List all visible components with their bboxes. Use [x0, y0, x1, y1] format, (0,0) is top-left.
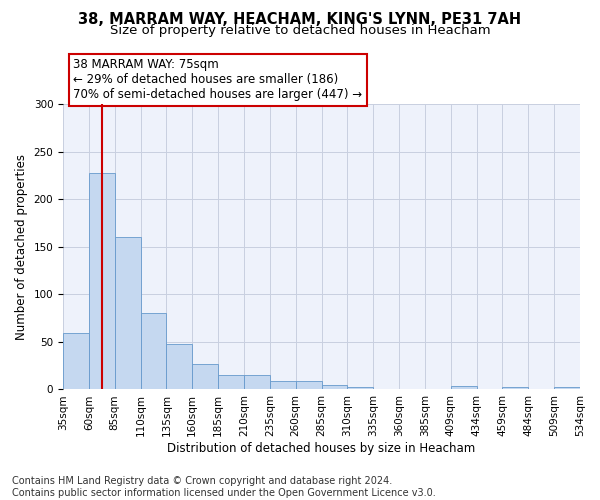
Bar — [476, 388, 502, 390]
Bar — [554, 386, 580, 390]
Bar — [399, 388, 425, 390]
Text: Size of property relative to detached houses in Heacham: Size of property relative to detached ho… — [110, 24, 490, 37]
Text: Contains HM Land Registry data © Crown copyright and database right 2024.
Contai: Contains HM Land Registry data © Crown c… — [12, 476, 436, 498]
X-axis label: Distribution of detached houses by size in Heacham: Distribution of detached houses by size … — [167, 442, 476, 455]
Bar — [451, 386, 476, 390]
Bar — [140, 314, 166, 390]
Bar — [502, 386, 529, 390]
Bar — [270, 381, 296, 390]
Y-axis label: Number of detached properties: Number of detached properties — [15, 154, 28, 340]
Bar — [529, 388, 554, 390]
Bar — [322, 384, 347, 390]
Bar — [347, 386, 373, 390]
Text: 38 MARRAM WAY: 75sqm
← 29% of detached houses are smaller (186)
70% of semi-deta: 38 MARRAM WAY: 75sqm ← 29% of detached h… — [73, 58, 362, 102]
Bar — [166, 344, 192, 390]
Bar — [296, 381, 322, 390]
Bar — [63, 334, 89, 390]
Bar — [89, 173, 115, 390]
Bar — [425, 388, 451, 390]
Bar — [115, 238, 140, 390]
Text: 38, MARRAM WAY, HEACHAM, KING'S LYNN, PE31 7AH: 38, MARRAM WAY, HEACHAM, KING'S LYNN, PE… — [79, 12, 521, 27]
Bar — [192, 364, 218, 390]
Bar — [218, 375, 244, 390]
Bar — [244, 375, 270, 390]
Bar — [373, 388, 399, 390]
